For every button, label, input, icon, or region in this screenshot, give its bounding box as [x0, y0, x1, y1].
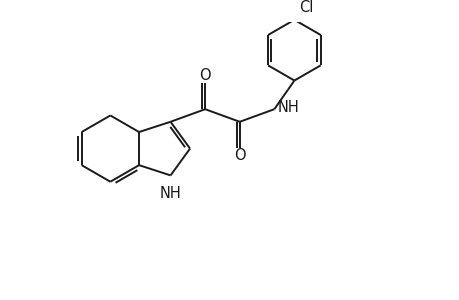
Text: O: O [234, 148, 245, 163]
Text: NH: NH [277, 100, 299, 115]
Text: Cl: Cl [298, 0, 313, 15]
Text: NH: NH [159, 185, 181, 200]
Text: O: O [199, 68, 211, 82]
